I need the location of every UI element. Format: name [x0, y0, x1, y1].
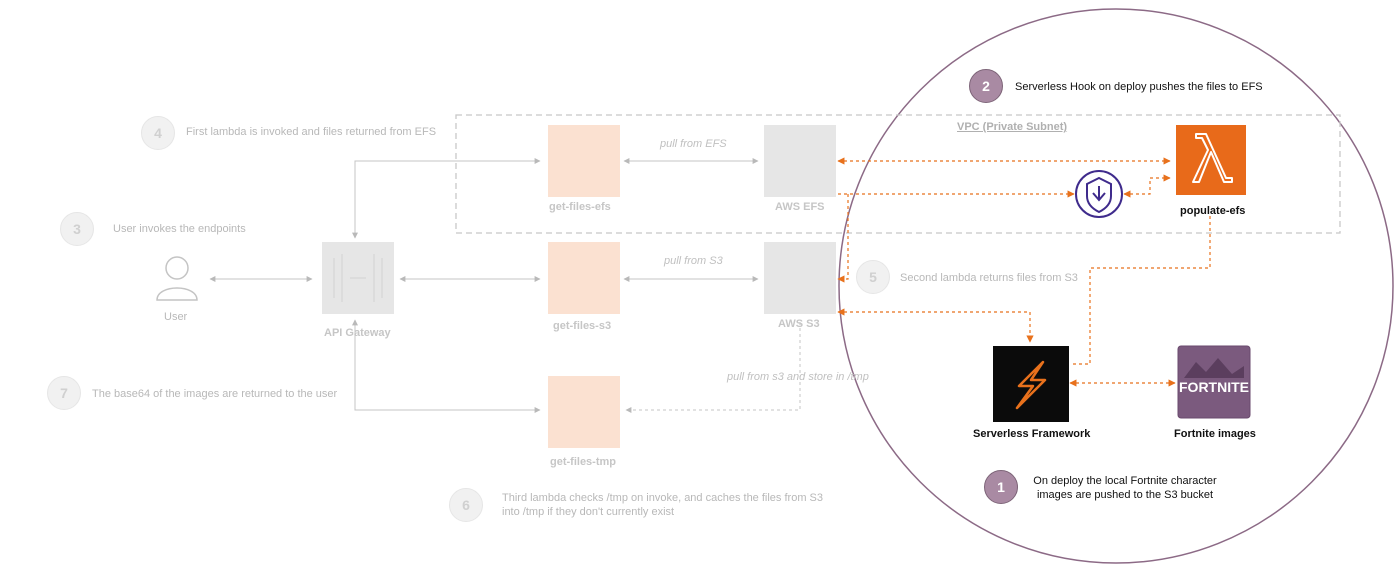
gray-connectors: [209, 158, 801, 413]
efs-icon: [764, 125, 836, 197]
step-2-text: Serverless Hook on deploy pushes the fil…: [1015, 81, 1263, 93]
fortnite-logo-text: FORTNITE: [1179, 379, 1249, 395]
step-3-text: User invokes the endpoints: [113, 223, 246, 235]
s3-icon: [764, 242, 836, 314]
aws-efs-label: AWS EFS: [775, 201, 825, 213]
step-6-text: Third lambda checks /tmp on invoke, and …: [502, 491, 823, 519]
step-5-badge: 5: [856, 260, 890, 294]
orange-connectors: [837, 157, 1211, 387]
efs-access-point-icon: [1075, 170, 1123, 218]
step-1-text-line2: images are pushed to the S3 bucket: [1036, 489, 1214, 501]
step-4-badge: 4: [141, 116, 175, 150]
step-4-text: First lambda is invoked and files return…: [186, 126, 437, 138]
step-3-badge: 3: [60, 212, 94, 246]
get-files-s3-label: get-files-s3: [553, 320, 612, 332]
fortnite-images-label: Fortnite images: [1174, 428, 1256, 440]
api-gateway-icon: [322, 242, 394, 314]
serverless-framework-label: Serverless Framework: [973, 428, 1091, 440]
get-files-efs-label: get-files-efs: [549, 201, 611, 213]
populate-efs-label: populate-efs: [1180, 205, 1246, 217]
step-6-text-line2: into /tmp if they don't currently exist: [502, 506, 675, 518]
edge-pull-from-s3-tmp: pull from s3 and store in /tmp: [727, 371, 869, 383]
step-7-badge: 7: [47, 376, 81, 410]
edge-pull-from-efs: pull from EFS: [660, 138, 727, 150]
step-1-text-line1: On deploy the local Fortnite character: [1033, 475, 1217, 487]
populate-efs-icon: [1176, 125, 1246, 195]
user-icon: [156, 256, 198, 301]
step-1-badge: 1: [984, 470, 1018, 504]
step-5-text: Second lambda returns files from S3: [900, 272, 1078, 284]
vpc-label: VPC (Private Subnet): [957, 121, 1068, 133]
step-6-text-line1: Third lambda checks /tmp on invoke, and …: [502, 492, 823, 504]
get-files-tmp-label: get-files-tmp: [550, 456, 616, 468]
edge-pull-from-s3: pull from S3: [664, 255, 723, 267]
serverless-framework-icon: [993, 346, 1069, 422]
get-files-s3-icon: [548, 242, 620, 314]
api-gateway-label: API Gateway: [324, 327, 391, 339]
user-label: User: [164, 311, 188, 323]
get-files-efs-icon: [548, 125, 620, 197]
get-files-tmp-icon: [548, 376, 620, 448]
fortnite-logo: FORTNITE: [1177, 345, 1251, 419]
step-1-text: On deploy the local Fortnite character i…: [1028, 474, 1222, 502]
aws-s3-label: AWS S3: [778, 318, 820, 330]
highlight-circle: [838, 8, 1394, 564]
step-2-badge: 2: [969, 69, 1003, 103]
step-6-badge: 6: [449, 488, 483, 522]
step-7-text: The base64 of the images are returned to…: [92, 388, 338, 400]
